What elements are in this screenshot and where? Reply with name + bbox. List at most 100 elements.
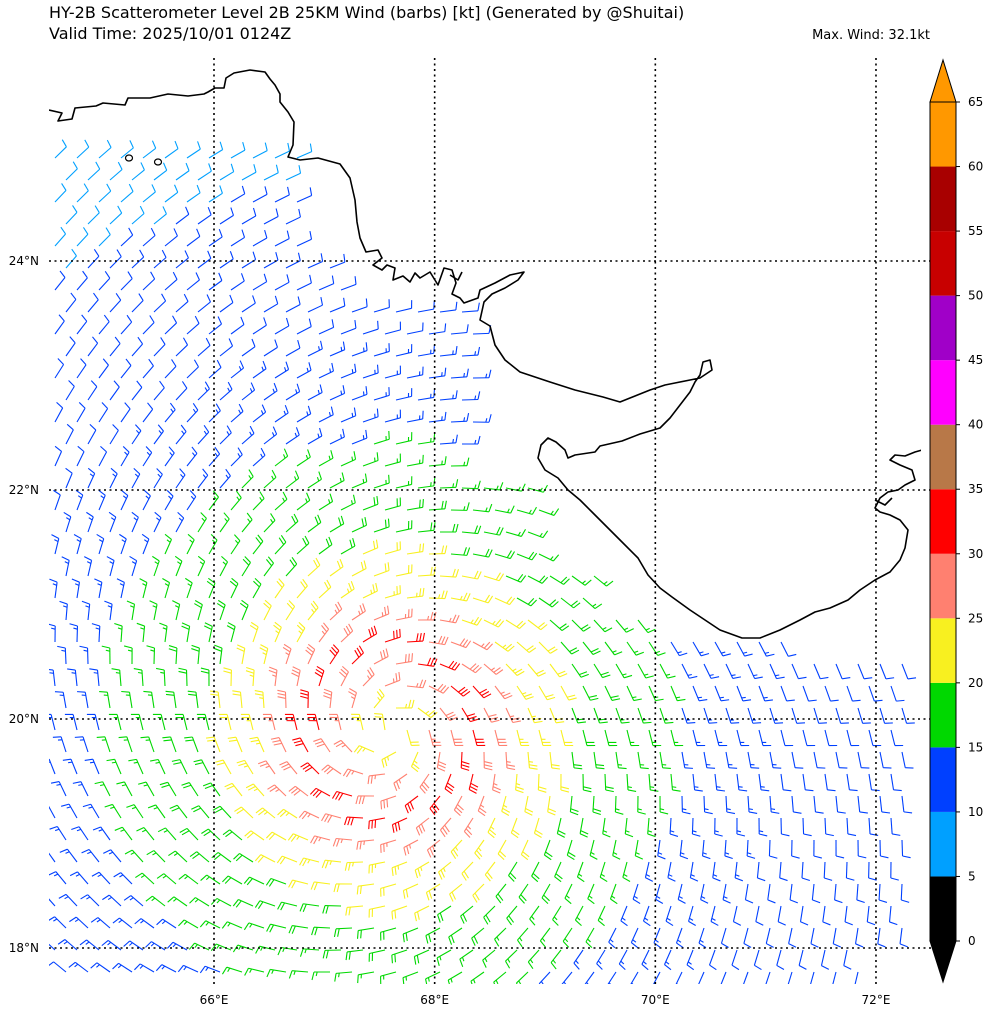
wind-barb: [384, 585, 401, 599]
wind-barb: [357, 971, 375, 984]
wind-barb: [74, 736, 89, 753]
wind-barb: [150, 758, 166, 775]
wind-barb: [769, 795, 780, 814]
wind-barb: [79, 939, 100, 951]
wind-barb: [776, 949, 785, 970]
wind-barb: [96, 736, 111, 753]
wind-barb: [747, 795, 758, 814]
wind-barb: [428, 635, 449, 646]
wind-barb: [725, 707, 740, 724]
wind-barb: [483, 905, 496, 925]
wind-barb: [49, 578, 58, 599]
wind-barb: [406, 587, 425, 599]
wind-barb: [101, 939, 122, 951]
wind-barb: [533, 817, 543, 839]
wind-barb: [779, 861, 788, 882]
wind-barb: [61, 556, 70, 577]
wind-barb: [87, 161, 101, 181]
wind-barb: [140, 736, 155, 753]
wind-barb: [428, 367, 447, 379]
wind-barb: [391, 817, 408, 833]
wind-barb: [791, 707, 806, 724]
wind-barb: [162, 736, 177, 753]
wind-barb: [769, 663, 785, 680]
wind-barb: [329, 601, 343, 621]
wind-barb: [197, 381, 210, 401]
wind-barb: [123, 645, 133, 665]
wind-barb: [131, 336, 144, 357]
wind-barb: [604, 685, 621, 701]
wind-barb: [691, 817, 701, 837]
wind-barb: [63, 511, 72, 533]
wind-barb: [288, 970, 309, 979]
wind-barb: [630, 927, 639, 949]
wind-barb: [549, 575, 570, 585]
wind-barb: [368, 949, 386, 962]
wind-barb: [637, 619, 656, 634]
wind-barb: [252, 142, 268, 159]
wind-barb: [857, 839, 867, 859]
wind-barb: [175, 424, 187, 445]
wind-barb: [99, 691, 111, 709]
wind-barb: [615, 663, 633, 679]
wind-barb: [571, 663, 589, 678]
wind-barb: [240, 713, 254, 731]
max-wind-label: Max. Wind: 32.1kt: [812, 28, 930, 43]
wind-barb: [52, 736, 67, 753]
wind-barb: [518, 883, 529, 904]
wind-barb: [494, 550, 516, 560]
wind-barb: [263, 339, 278, 357]
wind-barb: [681, 795, 691, 815]
wind-barb: [285, 208, 301, 225]
wind-barb: [120, 358, 132, 379]
wind-barb: [188, 942, 210, 951]
wind-barb: [791, 663, 807, 680]
wind-barb: [87, 380, 98, 401]
wind-barb: [720, 971, 727, 984]
wind-barb: [450, 547, 471, 556]
wind-barb: [899, 927, 908, 948]
wind-barb: [483, 619, 505, 628]
wind-barb: [472, 685, 492, 699]
wind-barb: [380, 971, 397, 984]
colorbar-bin: [930, 618, 956, 683]
wind-barb: [307, 471, 322, 489]
wind-barb: [802, 817, 812, 837]
wind-barb: [164, 446, 175, 467]
wind-barb: [133, 668, 144, 687]
wind-barb: [216, 599, 226, 621]
wind-barb: [734, 861, 744, 882]
wind-barb: [152, 713, 166, 731]
wind-barb: [287, 833, 309, 842]
wind-barb: [329, 558, 344, 577]
lon-label: 72°E: [862, 993, 891, 1007]
wind-barb: [92, 826, 111, 841]
wind-barb: [263, 556, 274, 577]
wind-barb: [527, 484, 548, 493]
wind-barb: [153, 162, 168, 181]
wind-barb: [241, 512, 253, 533]
wind-barb: [736, 641, 753, 657]
wind-barb: [329, 297, 346, 313]
wind-barb: [463, 817, 474, 838]
wind-barb: [890, 729, 904, 747]
wind-barb: [688, 905, 696, 926]
wind-barb: [329, 472, 345, 489]
wind-barb: [288, 785, 309, 797]
wind-barb: [373, 430, 390, 445]
wind-barb: [824, 773, 836, 792]
wind-barb: [450, 502, 470, 511]
wind-barb: [582, 685, 599, 701]
wind-barb: [835, 663, 851, 680]
wind-barb: [608, 927, 617, 949]
wind-barb: [299, 857, 320, 867]
wind-barb: [208, 534, 218, 555]
wind-barb: [612, 839, 621, 860]
wind-barb: [171, 759, 188, 775]
wind-barb: [265, 877, 287, 887]
wind-barb: [193, 759, 210, 775]
wind-barb: [879, 751, 892, 769]
wind-barb: [505, 707, 521, 724]
wind-barb: [516, 551, 538, 561]
wind-barb: [230, 185, 246, 203]
